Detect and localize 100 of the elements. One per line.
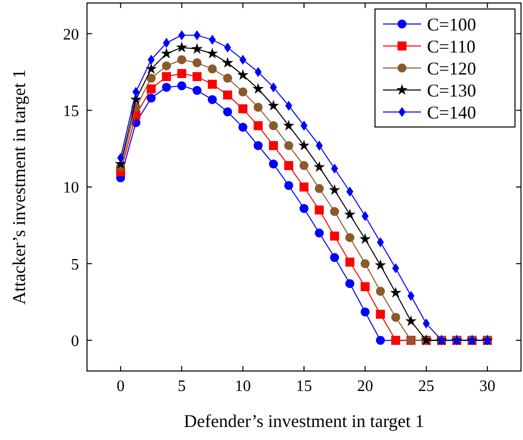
point [283, 120, 294, 130]
x-tick-label: 0 [116, 378, 125, 395]
point [222, 56, 234, 68]
point [284, 141, 294, 150]
x-axis-title: Defender’s investment in target 1 [184, 411, 424, 431]
point [300, 182, 308, 192]
point [192, 86, 202, 95]
x-tick-label: 5 [178, 378, 186, 395]
point [206, 48, 218, 58]
point [208, 95, 217, 104]
point [392, 263, 400, 274]
x-tick-label: 10 [234, 378, 251, 395]
point [238, 87, 248, 96]
legend-label: C=120 [427, 58, 476, 78]
point [162, 38, 170, 48]
point [314, 161, 325, 172]
point [298, 140, 310, 150]
point [194, 30, 201, 40]
point [162, 72, 171, 82]
point [374, 259, 386, 270]
point [117, 152, 124, 163]
point [208, 34, 216, 45]
point [254, 141, 263, 150]
point [239, 54, 246, 65]
point [160, 48, 172, 58]
point [268, 100, 280, 111]
point [328, 184, 340, 195]
point [405, 315, 417, 326]
point [314, 184, 324, 194]
point [359, 233, 371, 244]
y-tick-label: 5 [71, 256, 79, 274]
point [208, 80, 217, 89]
legend-label: C=140 [427, 102, 476, 122]
point [254, 102, 263, 112]
point [422, 318, 430, 328]
point [345, 279, 354, 288]
point [177, 69, 186, 78]
point [268, 121, 278, 130]
point [376, 286, 385, 296]
point [376, 310, 385, 319]
point [178, 30, 186, 40]
legend-label: C=100 [427, 14, 476, 34]
point [360, 282, 370, 292]
point [331, 164, 338, 174]
y-tick-label: 15 [63, 102, 79, 120]
point [300, 204, 308, 213]
point [223, 90, 232, 100]
point [177, 55, 186, 64]
point [192, 72, 202, 82]
point [314, 228, 324, 238]
point [314, 206, 324, 214]
point [238, 122, 248, 132]
point [146, 84, 156, 94]
x-tick-label: 20 [357, 378, 374, 395]
point [176, 42, 188, 52]
point [360, 307, 370, 316]
point [300, 161, 308, 170]
point [146, 62, 157, 74]
point [223, 74, 232, 83]
point [346, 186, 354, 197]
point [162, 61, 171, 70]
point [316, 140, 323, 151]
point [254, 121, 263, 130]
legend-label: C=110 [427, 36, 476, 56]
point [360, 259, 370, 268]
point [268, 141, 278, 150]
point [237, 69, 249, 80]
point [284, 161, 294, 170]
point [390, 286, 402, 298]
point [391, 312, 400, 322]
y-tick-label: 20 [63, 26, 79, 44]
point [268, 160, 278, 168]
point [252, 82, 264, 94]
point [177, 81, 186, 90]
point [146, 94, 156, 103]
point [270, 82, 277, 92]
y-axis-title: Attacker’s investment in target 1 [9, 69, 29, 305]
point [407, 290, 414, 301]
point [148, 54, 155, 65]
point [344, 208, 356, 220]
point [345, 258, 354, 267]
point [330, 232, 340, 241]
point [284, 180, 294, 190]
point [208, 64, 217, 74]
point [162, 82, 171, 92]
x-tick-label: 15 [296, 378, 312, 395]
point [330, 207, 340, 216]
legend-label: C=130 [427, 80, 476, 100]
point [132, 86, 140, 97]
point [330, 253, 340, 262]
point [238, 104, 248, 114]
point [376, 336, 385, 345]
x-tick-label: 25 [418, 378, 434, 395]
point [376, 237, 384, 248]
point [191, 43, 203, 54]
point [254, 67, 262, 77]
point [362, 211, 369, 222]
x-tick-label: 30 [479, 378, 496, 395]
point [285, 100, 292, 111]
point [223, 107, 232, 116]
